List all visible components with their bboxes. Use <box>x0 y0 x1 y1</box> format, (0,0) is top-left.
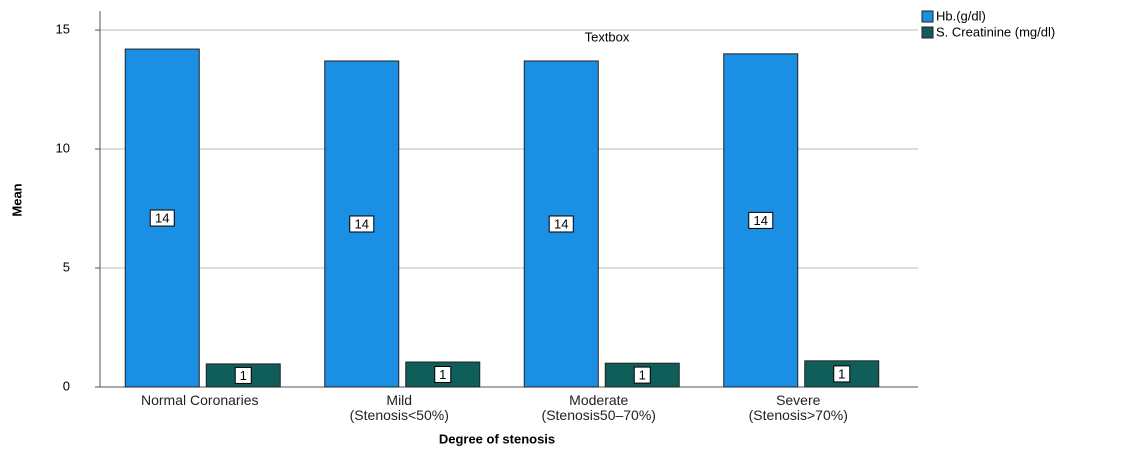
x-tick-label: Moderate (Stenosis50–70%) <box>541 392 656 423</box>
value-label-box <box>234 366 252 384</box>
value-label: 14 <box>554 216 568 231</box>
legend-swatch <box>921 10 934 23</box>
y-tick-label: 0 <box>63 378 70 393</box>
legend-label: S. Creatinine (mg/dl) <box>936 24 1055 39</box>
x-tick-label: Severe (Stenosis>70%) <box>748 392 848 423</box>
x-axis-label: Degree of stenosis <box>439 431 555 446</box>
value-label: 1 <box>838 366 845 381</box>
y-tick-label: 10 <box>56 140 70 155</box>
y-axis-label: Mean <box>9 183 24 216</box>
value-label: 14 <box>754 213 768 228</box>
legend-swatch <box>921 26 934 39</box>
value-label-box <box>434 366 452 384</box>
value-label-box <box>833 365 851 383</box>
value-label-box <box>149 209 175 227</box>
value-label-box <box>633 366 651 384</box>
value-label-box <box>548 215 574 233</box>
x-tick-label: Normal Coronaries <box>141 392 259 408</box>
value-label-box <box>349 215 375 233</box>
value-label: 14 <box>355 216 369 231</box>
value-label: 1 <box>439 367 446 382</box>
y-tick-label: 15 <box>56 21 70 36</box>
value-label-box <box>748 211 774 229</box>
x-tick-label: Mild (Stenosis<50%) <box>349 392 449 423</box>
value-label: 1 <box>639 368 646 383</box>
value-label: 14 <box>155 210 169 225</box>
annotation: Textbox <box>585 29 630 44</box>
legend-label: Hb.(g/dl) <box>936 8 986 23</box>
value-label: 1 <box>240 368 247 383</box>
y-tick-label: 5 <box>63 259 70 274</box>
